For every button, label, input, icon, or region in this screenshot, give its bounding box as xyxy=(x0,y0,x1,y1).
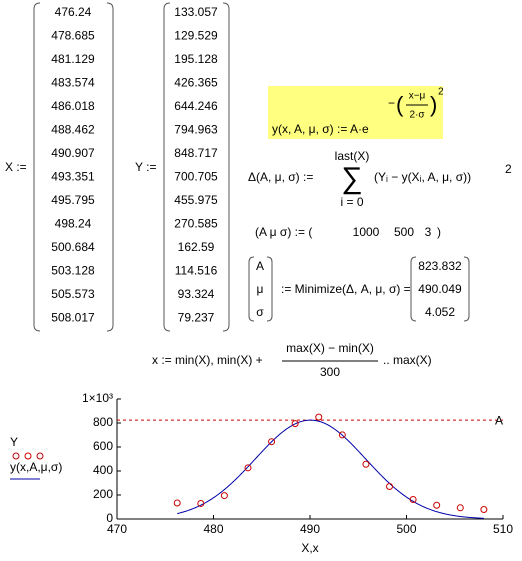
data-point xyxy=(244,464,252,472)
vector-entry: 4.052 xyxy=(425,305,455,319)
matrix-entry: 270.585 xyxy=(174,217,218,231)
summand: (Yᵢ − y(Xᵢ, A, μ, σ)) xyxy=(374,170,471,184)
guess-lhs: (A μ σ) := ( xyxy=(255,225,312,239)
data-point xyxy=(456,504,464,512)
matrix-entry: 486.018 xyxy=(51,99,95,113)
sum-bottom: i = 0 xyxy=(340,195,363,209)
legend-symbol xyxy=(12,452,20,460)
matrix-entry: 162.59 xyxy=(178,240,215,254)
matrix-entry: 644.246 xyxy=(174,99,218,113)
exp-num: x−μ xyxy=(409,91,426,102)
matrix-entry: 195.128 xyxy=(174,52,218,66)
matrix-entry: 490.907 xyxy=(51,146,95,160)
matrix-bracket xyxy=(33,2,114,332)
guess-value: 500 xyxy=(394,225,414,239)
x-tick-label: 500 xyxy=(396,522,416,536)
x-label: X := xyxy=(5,160,27,174)
data-point xyxy=(338,431,346,439)
matrix-entry: 794.963 xyxy=(174,123,218,137)
data-point xyxy=(173,499,181,507)
data-point xyxy=(409,495,417,503)
vector-entry: σ xyxy=(256,305,264,319)
y-tick-label: 800 xyxy=(93,415,113,429)
x-tick-label: 510 xyxy=(493,522,513,536)
matrix-entry: 476.24 xyxy=(55,5,92,19)
data-point xyxy=(480,505,488,513)
matrix-entry: 133.057 xyxy=(174,5,218,19)
data-point xyxy=(197,499,205,507)
matrix-entry: 426.365 xyxy=(174,76,218,90)
vector-entry: μ xyxy=(257,282,264,296)
data-point xyxy=(362,460,370,468)
guess-value: 1000 xyxy=(353,225,380,239)
x-tick-label: 480 xyxy=(203,522,223,536)
matrix-entry: 114.516 xyxy=(175,264,218,278)
data-point xyxy=(315,413,323,421)
matrix-entry: 129.529 xyxy=(174,29,218,43)
range-rhs: .. max(X) xyxy=(383,353,432,367)
x-axis-label: X,x xyxy=(301,541,318,555)
matrix-entry: 483.574 xyxy=(51,76,95,90)
model-lhs: y(x, A, μ, σ) := A·e xyxy=(272,122,369,136)
matrix-entry: 455.975 xyxy=(174,193,218,207)
range-lhs: x := min(X), min(X) + xyxy=(152,353,263,367)
fit-curve xyxy=(177,419,484,519)
exp-power: 2 xyxy=(438,87,444,98)
matrix-entry: 478.685 xyxy=(51,29,95,43)
paren: ) xyxy=(430,92,437,117)
data-point xyxy=(386,483,394,491)
legend-symbol xyxy=(24,452,32,460)
data-point xyxy=(433,501,441,509)
exp-sign: − xyxy=(388,96,395,110)
matrix-entry: 495.795 xyxy=(51,193,95,207)
sum-top: last(X) xyxy=(335,149,370,163)
data-point xyxy=(291,420,299,428)
paren: ( xyxy=(396,92,404,117)
matrix-bracket xyxy=(163,2,230,332)
range-num: max(X) − min(X) xyxy=(286,341,374,355)
matrix-entry: 498.24 xyxy=(55,217,92,231)
matrix-entry: 848.717 xyxy=(174,146,218,160)
marker-label: A xyxy=(495,413,503,427)
vector-entry: A xyxy=(256,259,264,273)
legend-label: Y xyxy=(10,435,18,449)
guess-value: 3 xyxy=(425,225,432,239)
matrix-entry: 93.324 xyxy=(178,287,215,301)
vector-bracket xyxy=(410,256,470,322)
x-tick-label: 490 xyxy=(300,522,320,536)
data-point xyxy=(220,492,228,500)
matrix-entry: 505.573 xyxy=(51,287,95,301)
vector-entry: 490.049 xyxy=(418,282,462,296)
matrix-entry: 500.684 xyxy=(51,240,95,254)
y-tick-label: 400 xyxy=(93,463,113,477)
matrix-entry: 493.351 xyxy=(51,170,95,184)
range-den: 300 xyxy=(320,365,340,379)
matrix-entry: 481.129 xyxy=(51,52,95,66)
delta-lhs: Δ(A, μ, σ) := xyxy=(248,170,313,184)
y-tick-label: 200 xyxy=(93,487,113,501)
vector-bracket xyxy=(248,256,273,322)
sum-sign: ∑ xyxy=(341,162,362,195)
legend-symbol xyxy=(36,452,44,460)
minimize-expr: := Minimize(Δ, A, μ, σ) = xyxy=(281,282,411,296)
highlight xyxy=(268,86,443,139)
matrix-entry: 503.128 xyxy=(51,264,95,278)
y-tick-label: 1×10³ xyxy=(82,391,113,405)
data-point xyxy=(268,438,276,446)
vector-entry: 823.832 xyxy=(418,259,462,273)
power: 2 xyxy=(505,162,512,176)
y-tick-label: 600 xyxy=(93,439,113,453)
y-label: Y := xyxy=(135,160,156,174)
matrix-entry: 508.017 xyxy=(51,311,95,325)
legend-label: y(x,A,μ,σ) xyxy=(10,460,62,474)
matrix-entry: 79.237 xyxy=(178,311,215,325)
guess-close: ) xyxy=(437,225,441,239)
x-tick-label: 470 xyxy=(107,522,127,536)
matrix-entry: 488.462 xyxy=(51,123,95,137)
matrix-entry: 700.705 xyxy=(174,170,218,184)
y-tick-label: 0 xyxy=(106,511,113,525)
exp-den: 2·σ xyxy=(409,110,425,121)
